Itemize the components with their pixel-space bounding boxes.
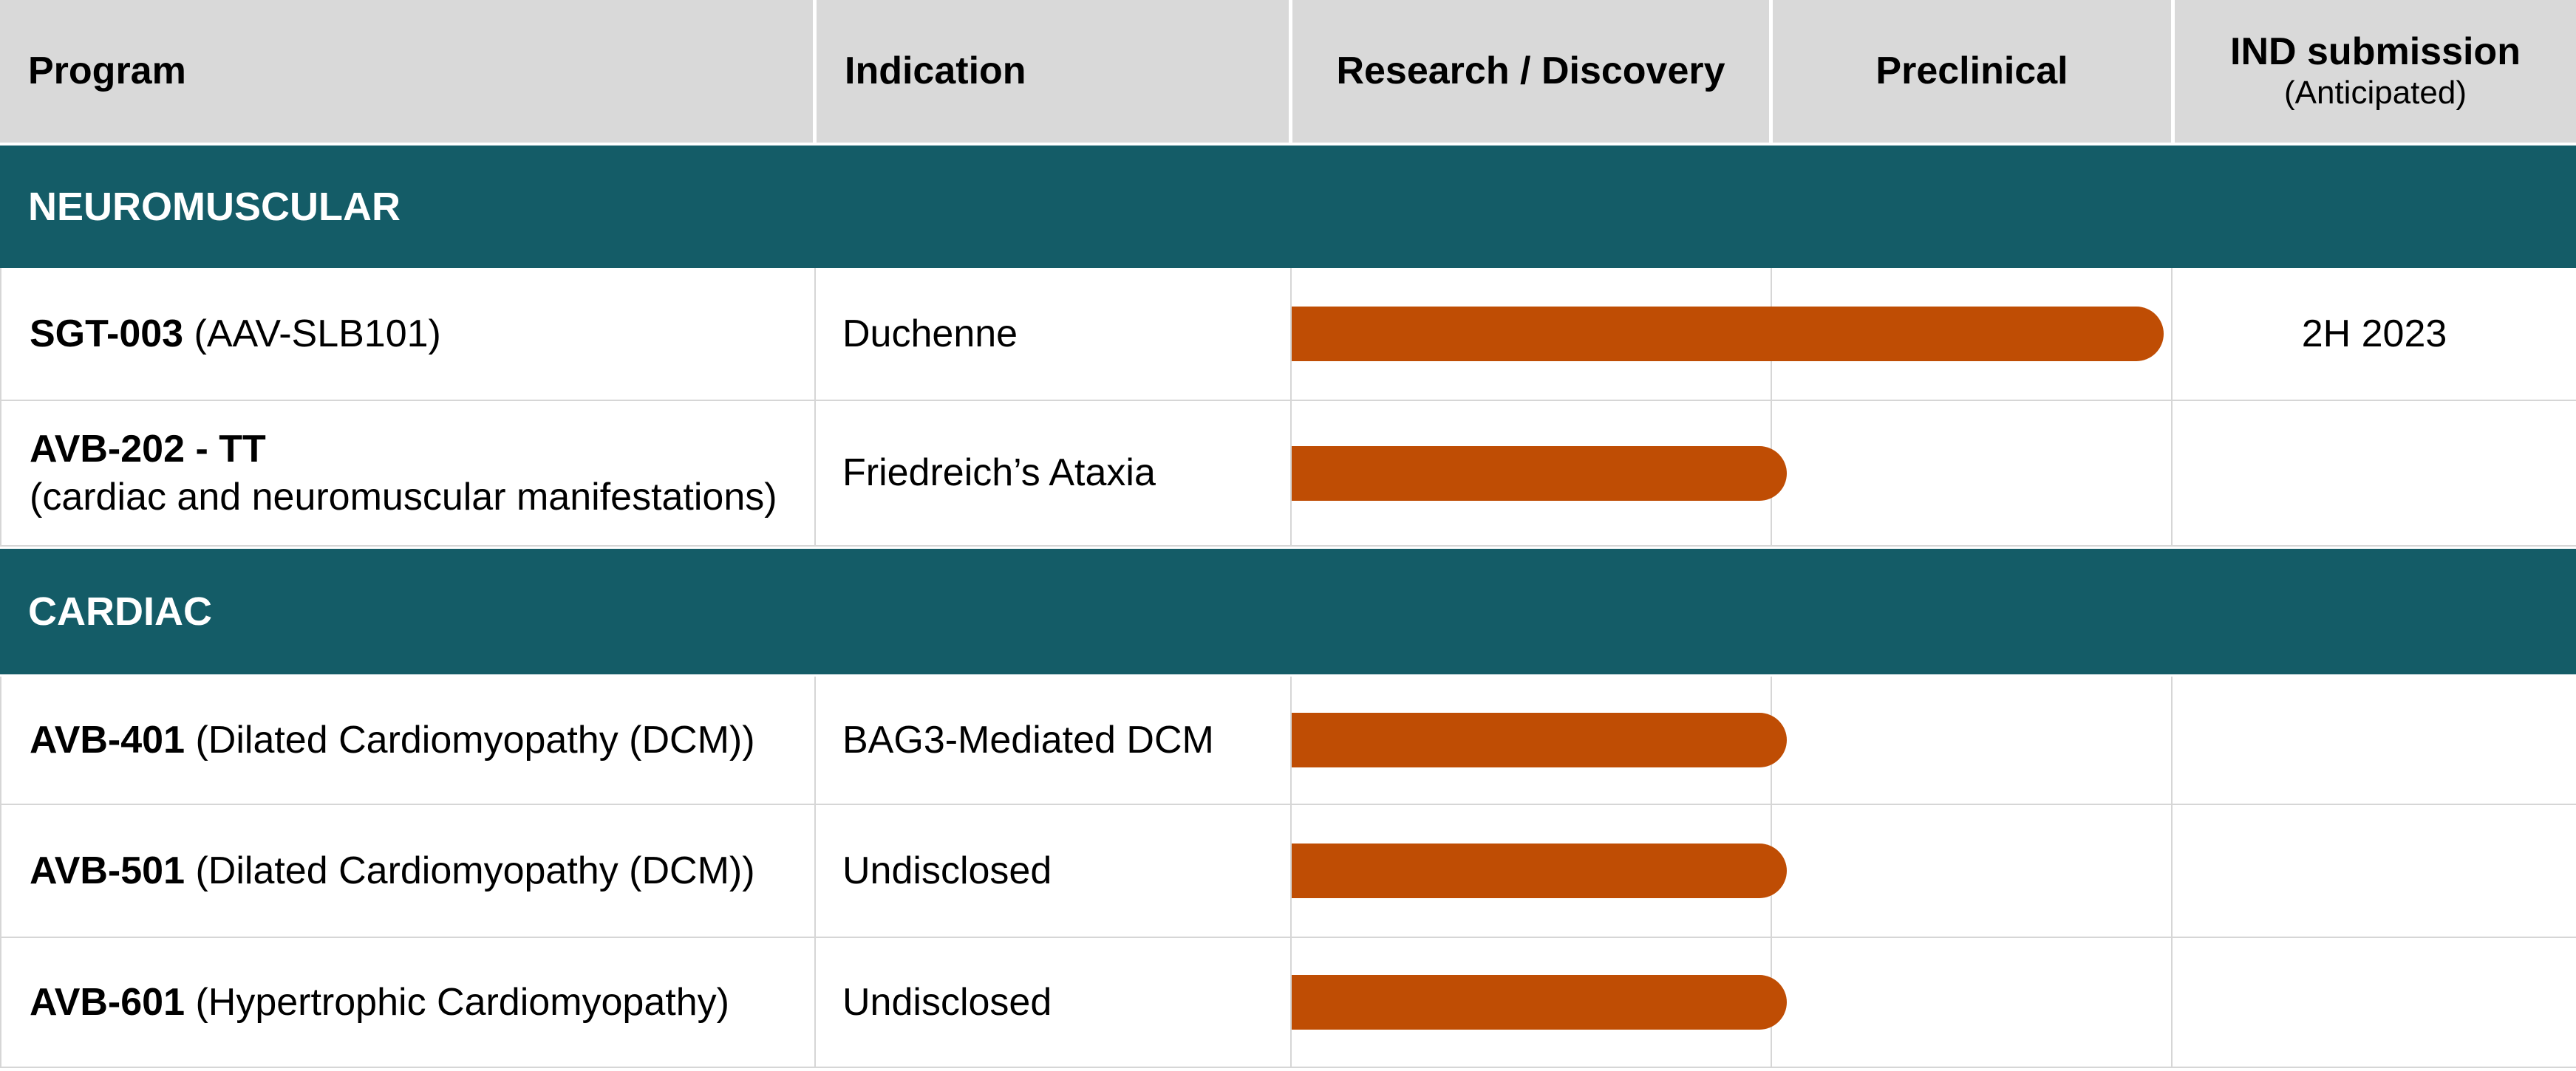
column-header-research-discovery: Research / Discovery [1292, 0, 1769, 143]
table-row: SGT-003 (AAV-SLB101) Duchenne 2H 2023 [0, 268, 2576, 401]
progress-bar [1292, 445, 1787, 501]
preclinical-stage-cell [1772, 805, 2173, 937]
program-cell: AVB-501 (Dilated Cardiomyopathy (DCM)) [1, 805, 816, 937]
table-row: AVB-202 - TT (cardiac and neuromuscular … [0, 401, 2576, 547]
section-label: NEUROMUSCULAR [28, 185, 401, 229]
program-name-line2: (cardiac and neuromuscular manifestation… [30, 475, 777, 519]
table-header: Program Indication Research / Discovery … [0, 0, 2576, 143]
indication-cell: Duchenne [816, 268, 1292, 400]
program-cell: AVB-202 - TT (cardiac and neuromuscular … [1, 401, 816, 545]
indication-cell: Undisclosed [816, 805, 1292, 937]
program-name: AVB-202 - TT [30, 427, 266, 471]
ind-submission-cell [2173, 938, 2576, 1067]
column-header-indication-label: Indication [845, 49, 1026, 92]
table-row: AVB-401 (Dilated Cardiomyopathy (DCM)) B… [0, 677, 2576, 805]
program-name: AVB-401 (Dilated Cardiomyopathy (DCM)) [30, 718, 755, 762]
preclinical-stage-cell [1772, 401, 2173, 545]
program-name: AVB-601 (Hypertrophic Cardiomyopathy) [30, 980, 729, 1024]
preclinical-stage-cell [1772, 677, 2173, 804]
section-band-cardiac: CARDIAC [0, 549, 2576, 674]
column-header-preclinical: Preclinical [1773, 0, 2171, 143]
indication-cell: BAG3-Mediated DCM [816, 677, 1292, 804]
column-header-ind-label: IND submission [2230, 30, 2521, 74]
ind-submission-cell [2173, 677, 2576, 804]
program-name: SGT-003 (AAV-SLB101) [30, 312, 441, 355]
table-row: AVB-601 (Hypertrophic Cardiomyopathy) Un… [0, 938, 2576, 1068]
ind-date: 2H 2023 [2301, 312, 2447, 355]
indication-cell: Friedreich’s Ataxia [816, 401, 1292, 545]
table-row: AVB-501 (Dilated Cardiomyopathy (DCM)) U… [0, 805, 2576, 938]
column-header-program-label: Program [28, 49, 186, 92]
column-header-ind-submission: IND submission (Anticipated) [2175, 0, 2576, 143]
program-cell: SGT-003 (AAV-SLB101) [1, 268, 816, 400]
column-header-preclinical-label: Preclinical [1875, 49, 2068, 92]
progress-bar [1292, 844, 1787, 898]
ind-submission-cell [2173, 401, 2576, 545]
indication-cell: Undisclosed [816, 938, 1292, 1067]
progress-bar [1292, 307, 2164, 361]
progress-bar [1292, 975, 1787, 1030]
column-header-program: Program [0, 0, 813, 143]
column-header-research-label: Research / Discovery [1336, 49, 1725, 92]
program-name: AVB-501 (Dilated Cardiomyopathy (DCM)) [30, 849, 755, 892]
section-label: CARDIAC [28, 589, 212, 634]
preclinical-stage-cell [1772, 938, 2173, 1067]
column-header-ind-sublabel: (Anticipated) [2283, 75, 2467, 112]
column-header-indication: Indication [817, 0, 1289, 143]
section-band-neuromuscular: NEUROMUSCULAR [0, 146, 2576, 268]
preclinical-stage-cell [1772, 268, 2173, 400]
program-cell: AVB-401 (Dilated Cardiomyopathy (DCM)) [1, 677, 816, 804]
progress-bar [1292, 713, 1787, 767]
program-cell: AVB-601 (Hypertrophic Cardiomyopathy) [1, 938, 816, 1067]
ind-submission-cell: 2H 2023 [2173, 268, 2576, 400]
ind-submission-cell [2173, 805, 2576, 937]
